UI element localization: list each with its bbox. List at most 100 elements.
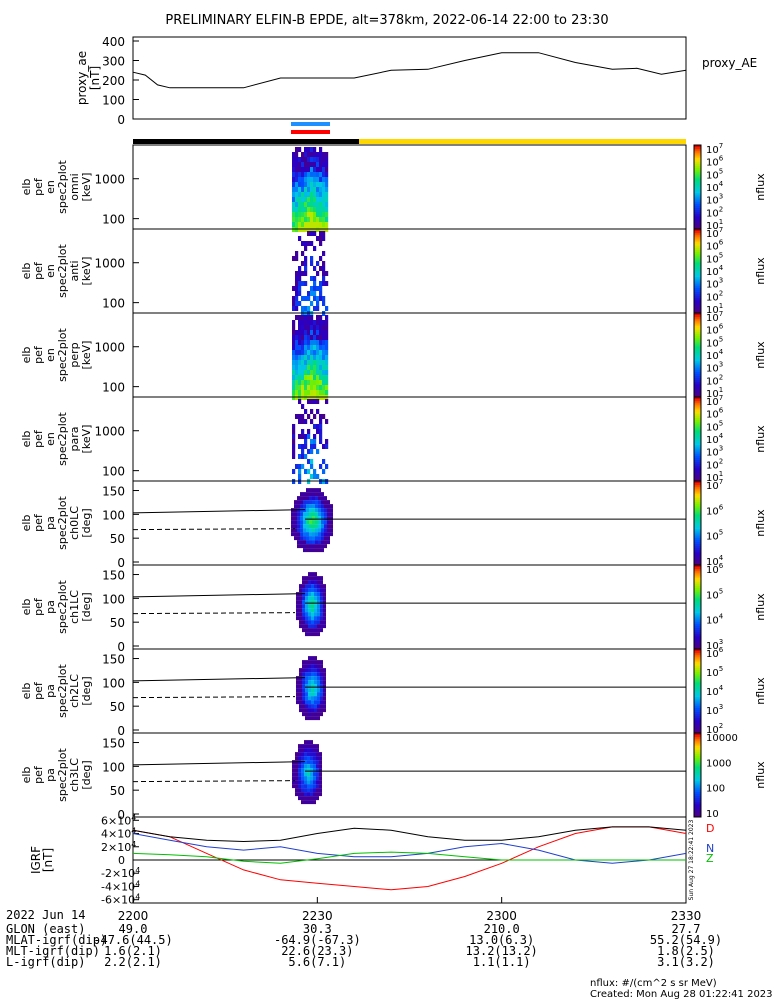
elb_pef_pa_spec2plot_ch3LC-cell xyxy=(304,788,307,793)
elb_pef_pa_spec2plot_ch2LC-cell xyxy=(311,664,314,669)
elb_pef_pa_spec2plot_ch3LC-cell xyxy=(292,784,295,789)
elb_pef_pa_spec2plot_ch2LC-colorbar-segment xyxy=(694,703,701,707)
elb_pef_pa_spec2plot_ch1LC-cell xyxy=(296,612,299,617)
elb_pef_en_spec2plot_perp-cell xyxy=(307,350,311,355)
elb_pef_pa_spec2plot_ch0LC-colorbar-segment xyxy=(694,493,701,497)
elb_pef_pa_spec2plot_ch1LC-ylabel: pa xyxy=(44,600,57,614)
elb_pef_pa_spec2plot_ch1LC-colorbar-segment xyxy=(694,611,701,614)
elb_pef_en_spec2plot_anti-cell xyxy=(319,266,323,271)
elb_pef_pa_spec2plot_ch0LC-cell xyxy=(327,500,330,505)
elb_pef_pa_spec2plot_ch0LC-cell xyxy=(294,532,297,537)
ephemeris-value: 1.1(1.1) xyxy=(472,955,531,969)
elb_pef_en_spec2plot_perp-cell xyxy=(319,380,323,385)
elb_pef_pa_spec2plot_ch0LC-cell xyxy=(303,516,306,521)
elb_pef_pa_spec2plot_ch1LC-cell xyxy=(302,620,305,625)
elb_pef_pa_spec2plot_ch2LC-cell xyxy=(302,680,305,685)
elb_pef_pa_spec2plot_ch1LC-cell xyxy=(305,576,308,581)
elb_pef_pa_spec2plot_ch3LC-cell xyxy=(313,752,316,757)
elb_pef_en_spec2plot_omni-cell xyxy=(322,217,326,222)
elb_pef_en_spec2plot_perp-colorbar-segment xyxy=(694,371,701,375)
elb_pef_en_spec2plot_omni-colorbar-segment xyxy=(694,218,701,222)
elb_pef_en_spec2plot_anti-colorbar-tick: 101 xyxy=(706,302,723,316)
elb_pef_pa_spec2plot_ch0LC-loss-cone-line xyxy=(132,509,306,514)
elb_pef_en_spec2plot_omni-cell xyxy=(319,192,323,197)
elb_pef_en_spec2plot_para-cell xyxy=(292,444,296,449)
elb_pef_en_spec2plot_para-ylabel: spec2plot xyxy=(56,412,69,466)
elb_pef_en_spec2plot_para-cell xyxy=(307,459,311,464)
elb_pef_pa_spec2plot_ch2LC-cell xyxy=(320,668,323,673)
elb_pef_en_spec2plot_omni-cell xyxy=(292,212,296,217)
elb_pef_en_spec2plot_para-ylabel: para xyxy=(68,427,81,452)
elb_pef_pa_spec2plot_ch1LC-cell xyxy=(320,616,323,621)
elb_pef_en_spec2plot_omni-cell xyxy=(316,187,320,192)
elb_pef_en_spec2plot_para-colorbar-segment xyxy=(694,418,701,421)
elb_pef_pa_spec2plot_ch2LC-cell xyxy=(308,704,311,709)
elb_pef_en_spec2plot_para-cell xyxy=(307,434,311,439)
elb_pef_en_spec2plot_omni-cell xyxy=(322,162,326,167)
elb_pef_en_spec2plot_para-colorbar-tick: 105 xyxy=(706,419,723,433)
elb_pef_pa_spec2plot_ch2LC-cell xyxy=(299,672,302,677)
elb_pef_en_spec2plot_para-frame xyxy=(132,396,687,482)
elb_pef_en_spec2plot_anti-cell xyxy=(298,276,302,281)
elb_pef_en_spec2plot_omni-cell xyxy=(292,187,296,192)
elb_pef_pa_spec2plot_ch1LC-cell xyxy=(311,620,314,625)
elb_pef_pa_spec2plot_ch0LC-cell xyxy=(297,524,300,529)
elb_pef_en_spec2plot_anti-cell xyxy=(301,271,305,276)
elb_pef_pa_spec2plot_ch0LC-cell xyxy=(330,516,333,521)
elb_pef_pa_spec2plot_ch0LC-cell xyxy=(312,544,315,549)
elb_pef_pa_spec2plot_ch2LC-ylabel: elb xyxy=(20,683,33,700)
elb_pef_en_spec2plot_anti-colorbar-segment xyxy=(694,281,701,285)
elb_pef_pa_spec2plot_ch1LC-colorbar-tick: 104 xyxy=(706,613,724,627)
elb_pef_pa_spec2plot_ch0LC-cell xyxy=(300,528,303,533)
elb_pef_pa_spec2plot_ch2LC-colorbar-segment xyxy=(694,709,701,713)
elb_pef_pa_spec2plot_ch1LC-cell xyxy=(308,596,311,601)
elb_pef_en_spec2plot_anti-cell xyxy=(322,281,326,286)
elb_pef_pa_spec2plot_ch0LC-colorbar-segment xyxy=(694,527,701,530)
elb_pef_en_spec2plot_anti-cell xyxy=(316,286,320,291)
elb_pef_en_spec2plot_perp-cell xyxy=(319,330,323,335)
elb_pef_pa_spec2plot_ch0LC-cell xyxy=(321,520,324,525)
elb_pef_pa_spec2plot_ch2LC-ylabel: pa xyxy=(44,684,57,698)
elb_pef_en_spec2plot_anti-cell xyxy=(304,246,308,251)
elb_pef_pa_spec2plot_ch3LC-cell xyxy=(292,772,295,777)
elb_pef_en_spec2plot_perp-ylabel: perp xyxy=(68,342,81,367)
elb_pef_pa_spec2plot_ch1LC-colorbar-segment xyxy=(694,630,701,633)
elb_pef_en_spec2plot_perp-cell xyxy=(313,385,317,390)
elb_pef_en_spec2plot_anti-colorbar-label: nflux xyxy=(754,257,767,285)
elb_pef_pa_spec2plot_ch2LC-cell xyxy=(299,688,302,693)
elb_pef_en_spec2plot_omni-colorbar-segment xyxy=(694,182,701,186)
elb_pef_pa_spec2plot_ch3LC-cell xyxy=(301,768,304,773)
elb_pef_pa_spec2plot_ch2LC-cell xyxy=(308,688,311,693)
elb_pef_pa_spec2plot_ch2LC-ytick-label: 150 xyxy=(102,653,125,667)
elb_pef_pa_spec2plot_ch0LC-colorbar-segment xyxy=(694,518,701,522)
elb_pef_pa_spec2plot_ch0LC-colorbar-segment xyxy=(694,504,701,507)
elb_pef_pa_spec2plot_ch0LC-cell xyxy=(306,524,309,529)
elb_pef_pa_spec2plot_ch2LC-cell xyxy=(299,708,302,713)
elb_pef_en_spec2plot_omni-cell xyxy=(292,167,296,172)
elb_pef_pa_spec2plot_ch0LC-cell xyxy=(291,516,294,521)
elb_pef_pa_spec2plot_ch2LC-cell xyxy=(299,684,302,689)
elb_pef_pa_spec2plot_ch1LC-cell xyxy=(320,624,323,629)
elb_pef_en_spec2plot_omni-colorbar-segment xyxy=(694,178,701,182)
elb_pef_en_spec2plot_omni-cell xyxy=(307,152,311,157)
elb_pef_pa_spec2plot_ch1LC-colorbar-segment xyxy=(694,567,701,570)
elb_pef_pa_spec2plot_ch1LC-colorbar-segment xyxy=(694,575,701,579)
elb_pef_pa_spec2plot_ch2LC-cell xyxy=(302,712,305,717)
elb_pef_pa_spec2plot_ch2LC-cell xyxy=(296,700,299,705)
elb_pef_en_spec2plot_omni-colorbar-tick: 102 xyxy=(706,205,723,219)
elb_pef_en_spec2plot_para-colorbar-segment xyxy=(694,468,701,471)
elb_pef_en_spec2plot_omni-colorbar-segment xyxy=(694,174,701,177)
elb_pef_en_spec2plot_anti-cell xyxy=(316,271,320,276)
elb_pef_pa_spec2plot_ch3LC-colorbar-tick: 100 xyxy=(706,784,725,795)
elb_pef_en_spec2plot_omni-cell xyxy=(310,147,314,152)
elb_pef_pa_spec2plot_ch0LC-cell xyxy=(306,544,309,549)
elb_pef_pa_spec2plot_ch0LC-cell xyxy=(321,536,324,541)
elb_pef_pa_spec2plot_ch1LC-cell xyxy=(317,592,320,597)
elb_pef_en_spec2plot_perp-cell xyxy=(325,345,329,350)
elb_pef_pa_spec2plot_ch0LC-cell xyxy=(309,488,312,493)
elb_pef_en_spec2plot_omni-cell xyxy=(295,177,299,182)
elb_pef_pa_spec2plot_ch3LC-cell xyxy=(304,748,307,753)
elb_pef_pa_spec2plot_ch1LC-cell xyxy=(320,588,323,593)
elb_pef_en_spec2plot_omni-cell xyxy=(310,197,314,202)
elb_pef_en_spec2plot_perp-cell xyxy=(319,335,323,340)
